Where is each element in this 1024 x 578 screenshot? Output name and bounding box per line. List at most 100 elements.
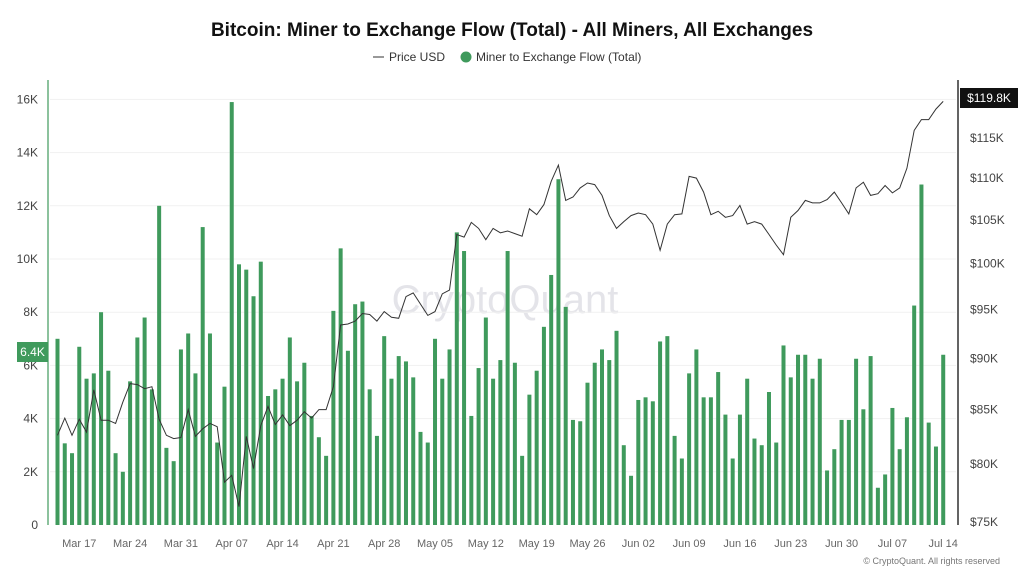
- flow-bar[interactable]: [91, 373, 96, 525]
- flow-bar[interactable]: [237, 264, 241, 525]
- flow-bar[interactable]: [817, 358, 822, 525]
- flow-bar[interactable]: [287, 337, 292, 525]
- flow-bar[interactable]: [207, 333, 212, 525]
- flow-bar[interactable]: [636, 399, 641, 525]
- flow-bar[interactable]: [316, 437, 321, 525]
- flow-bar[interactable]: [171, 461, 176, 525]
- flow-bar[interactable]: [716, 372, 721, 525]
- flow-bar[interactable]: [164, 447, 169, 525]
- flow-bar[interactable]: [708, 397, 713, 525]
- flow-bar[interactable]: [157, 205, 162, 526]
- flow-bar[interactable]: [433, 338, 438, 525]
- flow-bar[interactable]: [556, 179, 561, 525]
- flow-bar[interactable]: [273, 389, 278, 525]
- flow-bar[interactable]: [382, 336, 387, 525]
- flow-bar[interactable]: [904, 417, 909, 525]
- flow-bar[interactable]: [258, 261, 263, 525]
- flow-bar[interactable]: [825, 470, 830, 525]
- flow-bar[interactable]: [846, 419, 851, 525]
- flow-bar[interactable]: [781, 345, 786, 525]
- flow-bar[interactable]: [614, 330, 619, 525]
- flow-bar[interactable]: [128, 381, 133, 525]
- flow-bar[interactable]: [200, 227, 205, 525]
- flow-bar[interactable]: [650, 401, 655, 525]
- flow-bar[interactable]: [839, 419, 844, 525]
- flow-bar[interactable]: [527, 394, 532, 525]
- flow-bar[interactable]: [854, 358, 859, 525]
- flow-bar[interactable]: [549, 274, 554, 525]
- flow-bar[interactable]: [520, 455, 525, 525]
- flow-bar[interactable]: [788, 377, 793, 525]
- flow-bar[interactable]: [389, 378, 394, 525]
- flow-bar[interactable]: [338, 248, 343, 526]
- flow-bar[interactable]: [244, 269, 249, 525]
- flow-bar[interactable]: [534, 370, 539, 525]
- flow-bar[interactable]: [883, 474, 888, 525]
- flow-bar[interactable]: [912, 305, 917, 525]
- flow-bar[interactable]: [679, 458, 684, 526]
- flow-bar[interactable]: [462, 251, 467, 525]
- flow-bar[interactable]: [447, 349, 452, 525]
- flow-bar[interactable]: [723, 414, 728, 525]
- flow-bar[interactable]: [77, 346, 82, 525]
- flow-bar[interactable]: [868, 356, 873, 525]
- flow-bar[interactable]: [425, 442, 430, 525]
- flow-bar[interactable]: [331, 310, 336, 525]
- flow-bar[interactable]: [585, 382, 590, 525]
- flow-bar[interactable]: [113, 453, 118, 525]
- flow-bar[interactable]: [186, 333, 191, 525]
- flow-bar[interactable]: [142, 317, 147, 525]
- flow-bar[interactable]: [84, 378, 89, 525]
- flow-bar[interactable]: [563, 306, 568, 525]
- flow-bar[interactable]: [774, 442, 779, 525]
- flow-bar[interactable]: [345, 350, 350, 525]
- flow-bar[interactable]: [55, 338, 60, 525]
- flow-bar[interactable]: [440, 378, 445, 525]
- flow-bar[interactable]: [752, 438, 757, 525]
- flow-bar[interactable]: [353, 304, 358, 525]
- flow-bar[interactable]: [796, 354, 801, 525]
- flow-bar[interactable]: [541, 326, 546, 525]
- flow-bar[interactable]: [694, 349, 699, 525]
- flow-bar[interactable]: [70, 453, 75, 525]
- flow-bar[interactable]: [919, 184, 924, 525]
- flow-bar[interactable]: [810, 378, 815, 525]
- flow-bar[interactable]: [309, 415, 314, 525]
- flow-bar[interactable]: [643, 397, 648, 525]
- flow-bar[interactable]: [222, 386, 227, 525]
- flow-bar[interactable]: [759, 445, 764, 525]
- flow-bar[interactable]: [607, 360, 612, 525]
- flow-bar[interactable]: [360, 301, 365, 525]
- flow-bar[interactable]: [135, 337, 140, 525]
- flow-bar[interactable]: [730, 458, 735, 526]
- flow-bar[interactable]: [926, 422, 931, 525]
- flow-bar[interactable]: [324, 455, 329, 525]
- flow-bar[interactable]: [600, 349, 604, 525]
- flow-bar[interactable]: [418, 431, 423, 525]
- flow-bar[interactable]: [476, 368, 481, 525]
- flow-bar[interactable]: [745, 378, 750, 525]
- flow-bar[interactable]: [396, 356, 401, 525]
- flow-bar[interactable]: [933, 446, 938, 525]
- flow-bar[interactable]: [374, 435, 379, 525]
- flow-bar[interactable]: [491, 378, 496, 525]
- flow-bar[interactable]: [411, 377, 416, 525]
- flow-bar[interactable]: [106, 370, 111, 525]
- flow-bar[interactable]: [890, 407, 895, 525]
- flow-bar[interactable]: [621, 445, 626, 525]
- flow-bar[interactable]: [403, 361, 408, 525]
- flow-bar[interactable]: [875, 487, 880, 525]
- flow-bar[interactable]: [229, 102, 234, 525]
- flow-bar[interactable]: [941, 354, 946, 525]
- flow-bar[interactable]: [701, 397, 706, 525]
- flow-bar[interactable]: [120, 471, 125, 525]
- flow-bar[interactable]: [149, 389, 154, 525]
- flow-bar[interactable]: [215, 442, 220, 525]
- flow-bar[interactable]: [578, 421, 583, 525]
- flow-bar[interactable]: [832, 449, 837, 525]
- flow-bar[interactable]: [454, 232, 459, 525]
- flow-bar[interactable]: [570, 419, 575, 525]
- flow-bar[interactable]: [592, 362, 597, 525]
- flow-bar[interactable]: [367, 389, 372, 525]
- flow-bar[interactable]: [687, 373, 692, 525]
